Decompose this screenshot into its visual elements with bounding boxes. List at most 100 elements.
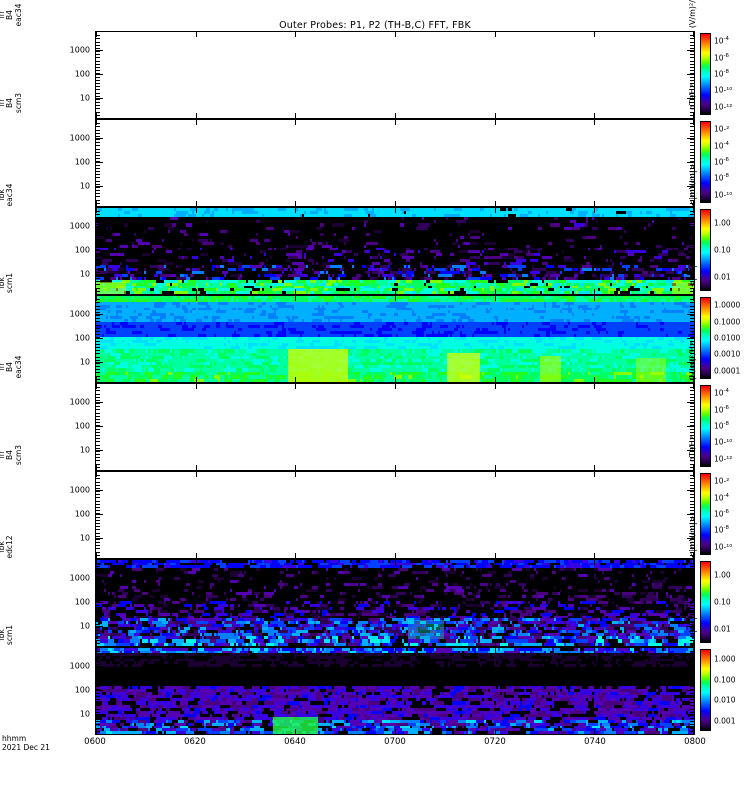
y-tick-label: 1000: [70, 661, 90, 670]
y-tick-mark: [96, 602, 103, 604]
y-tick-mark: [96, 489, 103, 491]
y-minor-tick: [96, 582, 100, 584]
y-minor-tick: [690, 535, 694, 537]
y-minor-tick: [96, 239, 100, 241]
y-minor-tick: [96, 180, 100, 182]
y-minor-tick: [690, 614, 694, 616]
y-minor-tick: [96, 683, 100, 685]
x-tick-mark: [395, 296, 396, 301]
y-minor-tick: [96, 412, 100, 414]
x-tick-mark: [195, 384, 197, 389]
y-minor-tick: [690, 151, 694, 153]
colorbar-tick-label: 10-8: [714, 174, 729, 183]
x-tick-mark: [594, 560, 596, 565]
x-tick-mark: [594, 641, 596, 646]
y-minor-tick: [690, 79, 694, 81]
x-tick-mark: [295, 465, 297, 470]
y-minor-tick: [690, 180, 694, 182]
x-tick-mark: [295, 729, 297, 734]
y-minor-tick: [96, 620, 100, 622]
y-minor-tick: [690, 177, 694, 179]
y-minor-tick: [96, 278, 100, 280]
y-tick-mark: [687, 577, 694, 579]
y-minor-tick: [690, 441, 694, 443]
y-minor-tick: [96, 657, 100, 659]
y-minor-tick: [96, 387, 100, 389]
y-minor-tick: [96, 132, 100, 134]
x-tick-mark: [494, 208, 496, 213]
y-minor-tick: [96, 92, 100, 94]
y-tick-mark: [96, 250, 103, 252]
y-minor-tick: [96, 654, 100, 656]
y-minor-tick: [690, 274, 694, 276]
x-tick-mark: [96, 377, 97, 382]
y-minor-tick: [690, 510, 694, 512]
y-minor-tick: [690, 623, 694, 625]
y-minor-tick: [96, 324, 100, 326]
y-tick-label: 1000: [70, 397, 90, 406]
y-minor-tick: [690, 538, 694, 540]
colorbar-cb-efield-1: [700, 33, 711, 115]
y-minor-tick: [96, 142, 100, 144]
x-tick-mark: [693, 208, 694, 213]
y-minor-tick: [96, 422, 100, 424]
x-tick-mark: [295, 120, 297, 125]
y-minor-tick: [690, 450, 694, 452]
x-tick-mark: [295, 201, 297, 206]
y-minor-tick: [690, 491, 694, 493]
y-minor-tick: [96, 438, 100, 440]
y-minor-tick: [96, 460, 100, 462]
x-tick-mark: [494, 296, 496, 301]
y-minor-tick: [690, 670, 694, 672]
y-tick-mark: [687, 426, 694, 428]
y-minor-tick: [690, 356, 694, 358]
y-minor-tick: [690, 60, 694, 62]
x-tick-mark: [295, 648, 297, 653]
y-minor-tick: [96, 595, 100, 597]
y-minor-tick: [690, 598, 694, 600]
colorbar-tick-label: 10-¹⁰: [714, 438, 732, 447]
y-minor-tick: [96, 57, 100, 59]
y-minor-tick: [690, 663, 694, 665]
colorbar-tick-label: 0.001: [714, 716, 735, 725]
x-tick-mark: [693, 120, 694, 125]
y-minor-tick: [96, 89, 100, 91]
y-minor-tick: [690, 268, 694, 270]
colorbar-tick-label: 0.1000: [714, 317, 740, 326]
y-minor-tick: [690, 422, 694, 424]
y-minor-tick: [96, 315, 100, 317]
y-minor-tick: [690, 158, 694, 160]
y-minor-tick: [96, 566, 100, 568]
y-minor-tick: [96, 255, 100, 257]
y-minor-tick: [96, 281, 100, 283]
x-tick-mark: [96, 472, 97, 477]
y-minor-tick: [96, 73, 100, 75]
y-minor-tick: [96, 252, 100, 254]
x-tick-mark: [195, 472, 197, 477]
y-minor-tick: [690, 308, 694, 310]
y-minor-tick: [96, 44, 100, 46]
y-ticks-thc-fbk-edc12: 1000 100 10: [52, 559, 90, 647]
y-minor-tick: [690, 174, 694, 176]
colorbar-cb-efield-2: [700, 385, 711, 467]
y-minor-tick: [96, 441, 100, 443]
y-tick-label: 100: [75, 334, 90, 343]
y-minor-tick: [690, 223, 694, 225]
y-minor-tick: [96, 516, 100, 518]
y-minor-tick: [690, 412, 694, 414]
y-minor-tick: [96, 98, 100, 100]
y-minor-tick: [690, 214, 694, 216]
y-minor-tick: [690, 86, 694, 88]
y-tick-mark: [687, 137, 694, 139]
y-minor-tick: [96, 114, 100, 116]
y-tick-mark: [687, 690, 694, 692]
y-minor-tick: [96, 390, 100, 392]
y-minor-tick: [690, 299, 694, 301]
panel-label-line: scm3: [14, 411, 23, 499]
y-minor-tick: [96, 721, 100, 723]
colorbar-tick-label: 10-6: [714, 405, 729, 414]
y-tick-mark: [96, 74, 103, 76]
y-minor-tick: [96, 233, 100, 235]
y-minor-tick: [690, 415, 694, 417]
y-minor-tick: [690, 211, 694, 213]
